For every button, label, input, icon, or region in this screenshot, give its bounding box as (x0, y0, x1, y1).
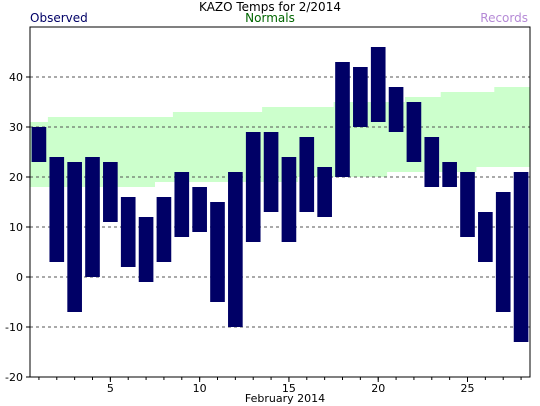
observed-bar (192, 187, 207, 232)
y-tick-label: -20 (5, 371, 23, 384)
observed-bar (103, 162, 118, 222)
observed-bar (31, 127, 47, 162)
x-tick-label: 15 (282, 382, 296, 395)
y-tick-label: 20 (9, 171, 23, 184)
observed-bar (156, 197, 172, 262)
observed-bar (388, 87, 404, 132)
observed-bar (317, 167, 332, 217)
observed-bar (245, 132, 261, 242)
normals-band (30, 87, 530, 187)
y-tick-label: -10 (5, 321, 23, 334)
observed-bar (370, 47, 386, 122)
observed-bar (174, 172, 190, 237)
observed-bar (138, 217, 154, 282)
x-tick-label: 5 (107, 382, 114, 395)
observed-bar (67, 162, 82, 312)
observed-bar (478, 212, 493, 262)
observed-bar (513, 172, 529, 342)
observed-bar (442, 162, 457, 187)
observed-bar (424, 137, 440, 187)
y-tick-label: 30 (9, 121, 23, 134)
observed-bar (85, 157, 100, 277)
observed-bar (406, 102, 422, 162)
observed-bar (353, 67, 368, 127)
y-tick-label: 0 (16, 271, 23, 284)
observed-bar (335, 62, 350, 177)
x-axis-label: February 2014 (245, 392, 325, 405)
observed-bar (120, 197, 136, 267)
observed-bar (495, 192, 511, 312)
x-tick-label: 20 (371, 382, 385, 395)
observed-bar (460, 172, 475, 237)
legend-records: Records (480, 11, 528, 25)
chart-title: KAZO Temps for 2/2014 (199, 0, 341, 14)
x-tick-label: 10 (193, 382, 207, 395)
observed-bar (263, 132, 279, 212)
legend-normals: Normals (245, 11, 295, 25)
y-tick-label: 10 (9, 221, 23, 234)
observed-bar (210, 202, 225, 302)
x-tick-label: 25 (461, 382, 475, 395)
observed-bar (281, 157, 297, 242)
plot-frame (29, 26, 531, 378)
legend-observed: Observed (30, 11, 88, 25)
observed-bar (228, 172, 243, 327)
observed-bar (49, 157, 65, 262)
y-tick-label: 40 (9, 71, 23, 84)
observed-bar (299, 137, 315, 212)
